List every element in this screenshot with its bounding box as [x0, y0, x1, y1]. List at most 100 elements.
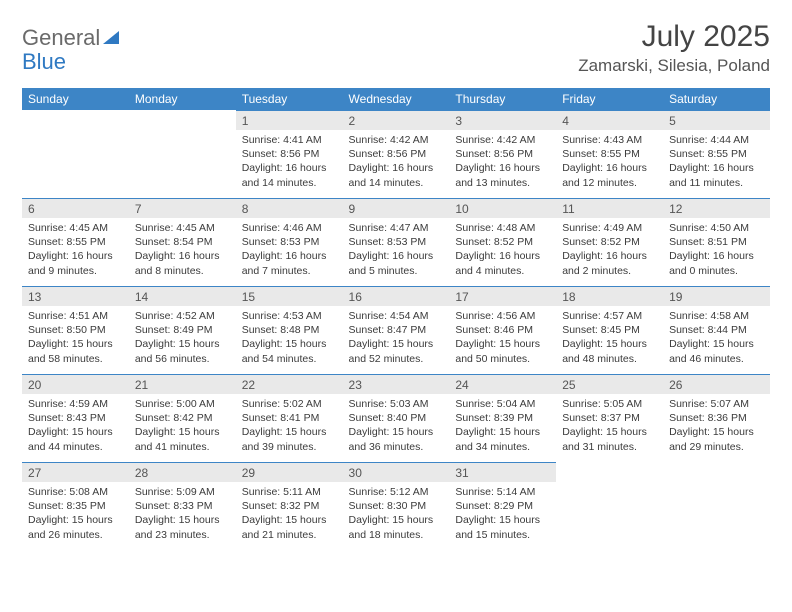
daylight-line: Daylight: 16 hours and 8 minutes. [135, 249, 230, 277]
calendar-cell: 16Sunrise: 4:54 AMSunset: 8:47 PMDayligh… [343, 286, 450, 374]
calendar-cell: 29Sunrise: 5:11 AMSunset: 8:32 PMDayligh… [236, 462, 343, 550]
sunrise-line: Sunrise: 4:58 AM [669, 309, 764, 323]
daylight-line: Daylight: 15 hours and 48 minutes. [562, 337, 657, 365]
sunset-line: Sunset: 8:56 PM [455, 147, 550, 161]
daylight-line: Daylight: 16 hours and 13 minutes. [455, 161, 550, 189]
daylight-line: Daylight: 16 hours and 7 minutes. [242, 249, 337, 277]
day-number: 14 [129, 286, 236, 306]
day-number: 23 [343, 374, 450, 394]
sunrise-line: Sunrise: 4:43 AM [562, 133, 657, 147]
day-details: Sunrise: 4:48 AMSunset: 8:52 PMDaylight:… [449, 218, 556, 282]
calendar-cell: 27Sunrise: 5:08 AMSunset: 8:35 PMDayligh… [22, 462, 129, 550]
weekday-header: Sunday [22, 88, 129, 110]
daylight-line: Daylight: 16 hours and 14 minutes. [349, 161, 444, 189]
day-details: Sunrise: 4:46 AMSunset: 8:53 PMDaylight:… [236, 218, 343, 282]
day-number: 31 [449, 462, 556, 482]
sunset-line: Sunset: 8:43 PM [28, 411, 123, 425]
sunrise-line: Sunrise: 5:03 AM [349, 397, 444, 411]
calendar-cell: 26Sunrise: 5:07 AMSunset: 8:36 PMDayligh… [663, 374, 770, 462]
daylight-line: Daylight: 16 hours and 14 minutes. [242, 161, 337, 189]
day-details: Sunrise: 4:43 AMSunset: 8:55 PMDaylight:… [556, 130, 663, 194]
title-block: July 2025 Zamarski, Silesia, Poland [578, 20, 770, 76]
day-details: Sunrise: 4:58 AMSunset: 8:44 PMDaylight:… [663, 306, 770, 370]
sunset-line: Sunset: 8:46 PM [455, 323, 550, 337]
sunrise-line: Sunrise: 4:54 AM [349, 309, 444, 323]
day-details: Sunrise: 5:02 AMSunset: 8:41 PMDaylight:… [236, 394, 343, 458]
day-number: 10 [449, 198, 556, 218]
sunrise-line: Sunrise: 5:09 AM [135, 485, 230, 499]
sunrise-line: Sunrise: 4:57 AM [562, 309, 657, 323]
day-number: 9 [343, 198, 450, 218]
day-number: 18 [556, 286, 663, 306]
calendar-cell: 23Sunrise: 5:03 AMSunset: 8:40 PMDayligh… [343, 374, 450, 462]
calendar-cell: 30Sunrise: 5:12 AMSunset: 8:30 PMDayligh… [343, 462, 450, 550]
calendar-cell: 7Sunrise: 4:45 AMSunset: 8:54 PMDaylight… [129, 198, 236, 286]
sunset-line: Sunset: 8:37 PM [562, 411, 657, 425]
sunset-line: Sunset: 8:47 PM [349, 323, 444, 337]
calendar-cell [22, 110, 129, 198]
calendar-cell: 3Sunrise: 4:42 AMSunset: 8:56 PMDaylight… [449, 110, 556, 198]
daylight-line: Daylight: 15 hours and 50 minutes. [455, 337, 550, 365]
calendar-head: SundayMondayTuesdayWednesdayThursdayFrid… [22, 88, 770, 110]
weekday-header: Wednesday [343, 88, 450, 110]
calendar-cell: 22Sunrise: 5:02 AMSunset: 8:41 PMDayligh… [236, 374, 343, 462]
calendar-cell: 4Sunrise: 4:43 AMSunset: 8:55 PMDaylight… [556, 110, 663, 198]
calendar-body: 1Sunrise: 4:41 AMSunset: 8:56 PMDaylight… [22, 110, 770, 550]
day-number: 1 [236, 110, 343, 130]
sunrise-line: Sunrise: 4:48 AM [455, 221, 550, 235]
day-details: Sunrise: 4:59 AMSunset: 8:43 PMDaylight:… [22, 394, 129, 458]
sunrise-line: Sunrise: 4:45 AM [135, 221, 230, 235]
day-number: 6 [22, 198, 129, 218]
daylight-line: Daylight: 15 hours and 58 minutes. [28, 337, 123, 365]
day-details: Sunrise: 5:00 AMSunset: 8:42 PMDaylight:… [129, 394, 236, 458]
calendar-cell: 5Sunrise: 4:44 AMSunset: 8:55 PMDaylight… [663, 110, 770, 198]
day-details: Sunrise: 4:53 AMSunset: 8:48 PMDaylight:… [236, 306, 343, 370]
daylight-line: Daylight: 15 hours and 26 minutes. [28, 513, 123, 541]
day-details: Sunrise: 5:11 AMSunset: 8:32 PMDaylight:… [236, 482, 343, 546]
sunset-line: Sunset: 8:36 PM [669, 411, 764, 425]
daylight-line: Daylight: 16 hours and 0 minutes. [669, 249, 764, 277]
calendar-cell: 15Sunrise: 4:53 AMSunset: 8:48 PMDayligh… [236, 286, 343, 374]
calendar-cell: 2Sunrise: 4:42 AMSunset: 8:56 PMDaylight… [343, 110, 450, 198]
calendar-cell: 9Sunrise: 4:47 AMSunset: 8:53 PMDaylight… [343, 198, 450, 286]
page-header: General Blue July 2025 Zamarski, Silesia… [22, 20, 770, 76]
day-number: 27 [22, 462, 129, 482]
day-details: Sunrise: 4:57 AMSunset: 8:45 PMDaylight:… [556, 306, 663, 370]
sunset-line: Sunset: 8:53 PM [349, 235, 444, 249]
day-number: 25 [556, 374, 663, 394]
day-number: 5 [663, 110, 770, 130]
daylight-line: Daylight: 15 hours and 18 minutes. [349, 513, 444, 541]
month-title: July 2025 [578, 20, 770, 54]
calendar-cell: 1Sunrise: 4:41 AMSunset: 8:56 PMDaylight… [236, 110, 343, 198]
sunset-line: Sunset: 8:52 PM [455, 235, 550, 249]
weekday-header: Tuesday [236, 88, 343, 110]
day-details: Sunrise: 5:05 AMSunset: 8:37 PMDaylight:… [556, 394, 663, 458]
calendar-cell: 6Sunrise: 4:45 AMSunset: 8:55 PMDaylight… [22, 198, 129, 286]
day-number: 8 [236, 198, 343, 218]
day-number: 24 [449, 374, 556, 394]
calendar-cell: 18Sunrise: 4:57 AMSunset: 8:45 PMDayligh… [556, 286, 663, 374]
day-number: 21 [129, 374, 236, 394]
sunset-line: Sunset: 8:55 PM [562, 147, 657, 161]
day-details: Sunrise: 5:12 AMSunset: 8:30 PMDaylight:… [343, 482, 450, 546]
sunset-line: Sunset: 8:55 PM [28, 235, 123, 249]
day-details: Sunrise: 4:45 AMSunset: 8:54 PMDaylight:… [129, 218, 236, 282]
sunrise-line: Sunrise: 4:41 AM [242, 133, 337, 147]
calendar-cell: 19Sunrise: 4:58 AMSunset: 8:44 PMDayligh… [663, 286, 770, 374]
daylight-line: Daylight: 15 hours and 15 minutes. [455, 513, 550, 541]
weekday-header: Monday [129, 88, 236, 110]
weekday-header: Saturday [663, 88, 770, 110]
sunset-line: Sunset: 8:44 PM [669, 323, 764, 337]
daylight-line: Daylight: 15 hours and 46 minutes. [669, 337, 764, 365]
sunrise-line: Sunrise: 4:51 AM [28, 309, 123, 323]
sunrise-line: Sunrise: 5:14 AM [455, 485, 550, 499]
calendar-cell: 25Sunrise: 5:05 AMSunset: 8:37 PMDayligh… [556, 374, 663, 462]
day-number: 13 [22, 286, 129, 306]
daylight-line: Daylight: 16 hours and 11 minutes. [669, 161, 764, 189]
calendar-cell: 14Sunrise: 4:52 AMSunset: 8:49 PMDayligh… [129, 286, 236, 374]
sunrise-line: Sunrise: 5:04 AM [455, 397, 550, 411]
daylight-line: Daylight: 16 hours and 4 minutes. [455, 249, 550, 277]
calendar-cell [129, 110, 236, 198]
day-details: Sunrise: 5:09 AMSunset: 8:33 PMDaylight:… [129, 482, 236, 546]
calendar-cell: 21Sunrise: 5:00 AMSunset: 8:42 PMDayligh… [129, 374, 236, 462]
